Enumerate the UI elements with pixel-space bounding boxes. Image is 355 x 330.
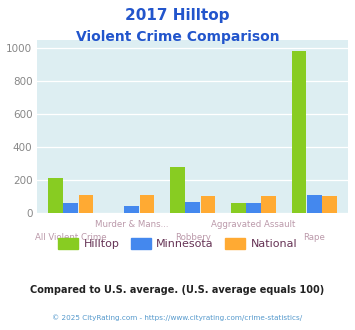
Bar [322,196,337,213]
Bar [292,51,306,213]
Bar [64,203,78,213]
Text: Aggravated Assault: Aggravated Assault [211,220,296,229]
Bar [231,203,246,213]
Text: Murder & Mans...: Murder & Mans... [95,220,168,229]
Bar [124,206,139,213]
Legend: Hilltop, Minnesota, National: Hilltop, Minnesota, National [54,234,301,253]
Text: Rape: Rape [304,233,325,242]
Bar [140,195,154,213]
Text: All Violent Crime: All Violent Crime [35,233,106,242]
Text: Compared to U.S. average. (U.S. average equals 100): Compared to U.S. average. (U.S. average … [31,285,324,295]
Bar [307,195,322,213]
Text: © 2025 CityRating.com - https://www.cityrating.com/crime-statistics/: © 2025 CityRating.com - https://www.city… [53,314,302,321]
Bar [201,195,215,213]
Text: Robbery: Robbery [175,233,211,242]
Bar [246,203,261,213]
Bar [261,195,276,213]
Bar [48,178,63,213]
Bar [79,195,93,213]
Text: 2017 Hilltop: 2017 Hilltop [125,8,230,23]
Text: Violent Crime Comparison: Violent Crime Comparison [76,30,279,44]
Bar [185,202,200,213]
Bar [170,167,185,213]
